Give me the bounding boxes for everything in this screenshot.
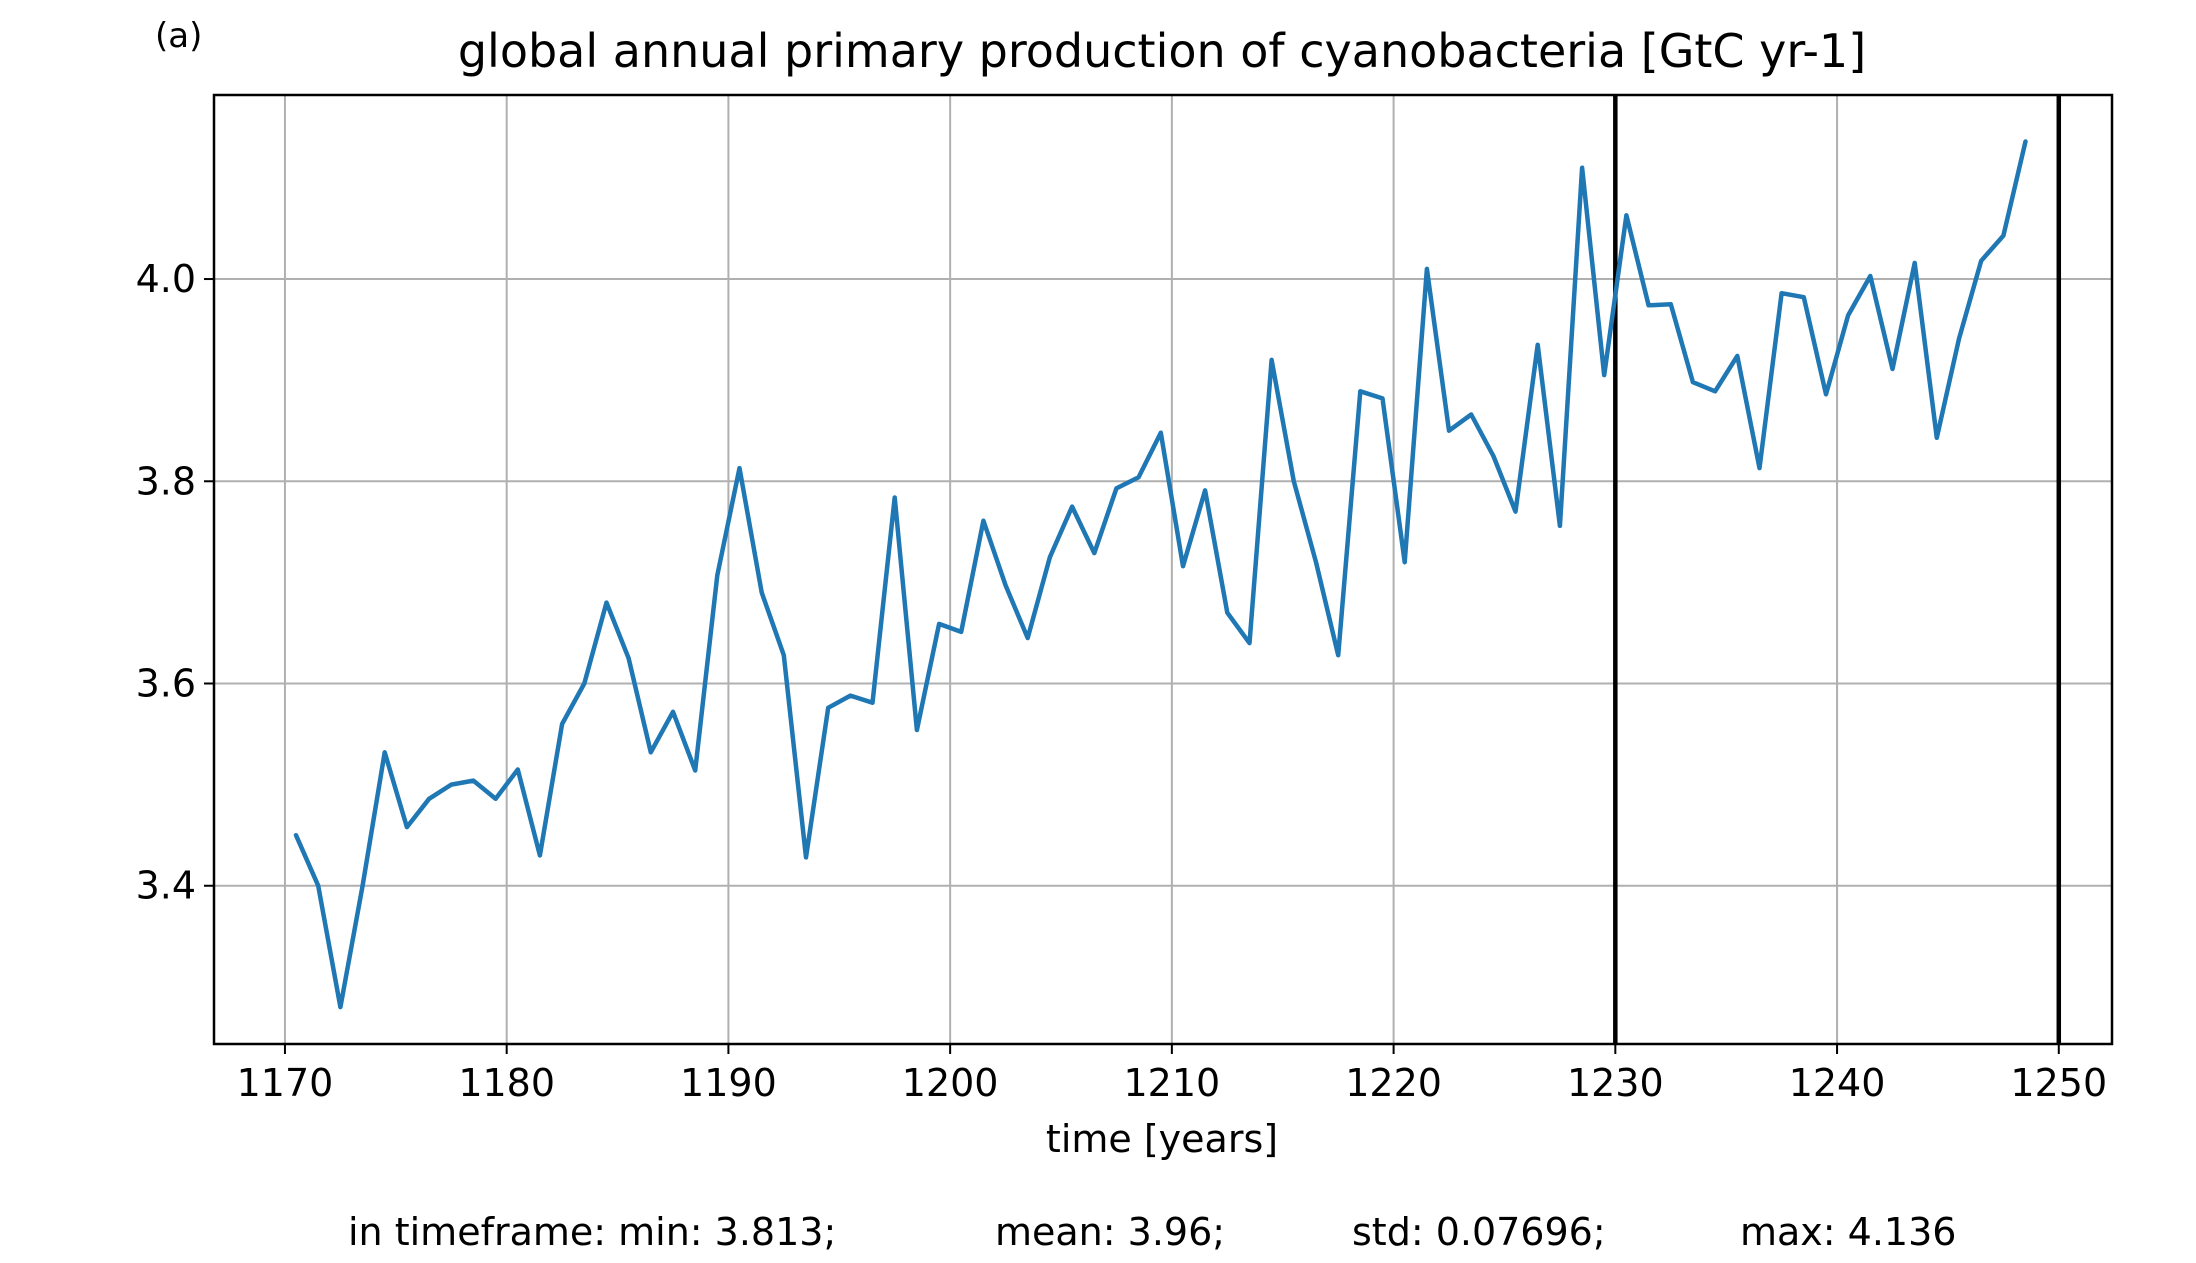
x-tick-label: 1230: [1567, 1061, 1664, 1105]
y-ticks: 3.4 3.6 3.8 4.0: [136, 257, 214, 908]
y-gridlines: [214, 278, 2112, 887]
x-ticks: 1170 1180 1190 1200 1210 1220 1230 1240 1250: [237, 1044, 2107, 1105]
x-tick-label: 1200: [902, 1061, 999, 1105]
stats-max: max: 4.136: [1740, 1210, 1956, 1254]
x-axis-label: time [years]: [1046, 1117, 1278, 1161]
x-gridlines: [283, 95, 2060, 1044]
panel-label: (a): [155, 16, 202, 56]
y-tick-label: 3.8: [136, 459, 196, 503]
stats-std: std: 0.07696;: [1352, 1210, 1606, 1254]
plot-frame: [212, 93, 2114, 1046]
x-tick-label: 1190: [680, 1061, 777, 1105]
timeframe-markers: [1613, 95, 2062, 1044]
x-tick-label: 1220: [1345, 1061, 1442, 1105]
stats-min: in timeframe: min: 3.813;: [348, 1210, 836, 1254]
x-tick-label: 1210: [1124, 1061, 1221, 1105]
y-tick-label: 3.6: [136, 662, 196, 706]
x-tick-label: 1240: [1789, 1061, 1886, 1105]
x-tick-label: 1250: [2010, 1061, 2107, 1105]
series-line: [293, 139, 2028, 1010]
y-tick-label: 3.4: [136, 864, 196, 908]
chart-title: global annual primary production of cyan…: [458, 24, 1866, 78]
x-tick-label: 1180: [458, 1061, 555, 1105]
stats-mean: mean: 3.96;: [995, 1210, 1225, 1254]
x-tick-label: 1170: [237, 1061, 334, 1105]
y-tick-label: 4.0: [136, 257, 196, 301]
